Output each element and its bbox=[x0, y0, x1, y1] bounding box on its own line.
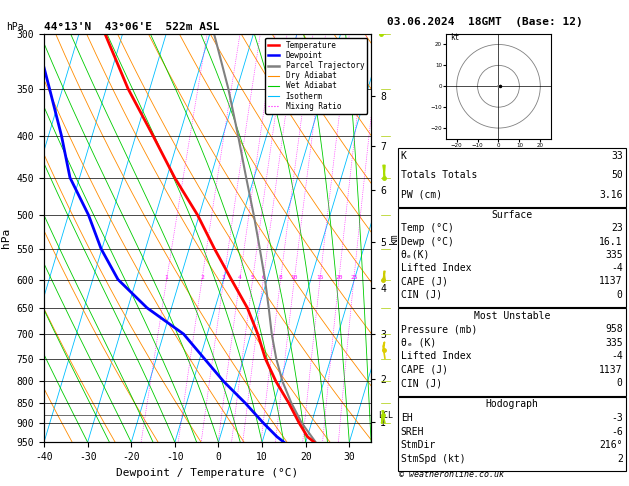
Text: Most Unstable: Most Unstable bbox=[474, 311, 550, 321]
Text: EH: EH bbox=[401, 413, 413, 423]
Legend: Temperature, Dewpoint, Parcel Trajectory, Dry Adiabat, Wet Adiabat, Isotherm, Mi: Temperature, Dewpoint, Parcel Trajectory… bbox=[265, 38, 367, 114]
Text: -4: -4 bbox=[611, 351, 623, 361]
Text: Hodograph: Hodograph bbox=[485, 399, 538, 410]
Text: CAPE (J): CAPE (J) bbox=[401, 277, 448, 286]
Text: 6: 6 bbox=[262, 275, 265, 280]
Text: CAPE (J): CAPE (J) bbox=[401, 364, 448, 375]
Text: CIN (J): CIN (J) bbox=[401, 378, 442, 388]
Text: 25: 25 bbox=[350, 275, 357, 280]
Text: 335: 335 bbox=[605, 338, 623, 347]
Text: Dewp (°C): Dewp (°C) bbox=[401, 237, 454, 246]
Text: -3: -3 bbox=[611, 413, 623, 423]
Text: -4: -4 bbox=[611, 263, 623, 273]
Text: 1137: 1137 bbox=[599, 277, 623, 286]
Text: © weatheronline.co.uk: © weatheronline.co.uk bbox=[399, 469, 504, 479]
Text: θₑ (K): θₑ (K) bbox=[401, 338, 436, 347]
Text: 50: 50 bbox=[611, 170, 623, 180]
X-axis label: Dewpoint / Temperature (°C): Dewpoint / Temperature (°C) bbox=[116, 468, 299, 478]
Text: K: K bbox=[401, 151, 406, 161]
Text: θₑ(K): θₑ(K) bbox=[401, 250, 430, 260]
Text: Lifted Index: Lifted Index bbox=[401, 263, 471, 273]
Text: Temp (°C): Temp (°C) bbox=[401, 223, 454, 233]
Text: CIN (J): CIN (J) bbox=[401, 290, 442, 300]
Text: Pressure (mb): Pressure (mb) bbox=[401, 324, 477, 334]
Text: 20: 20 bbox=[335, 275, 343, 280]
Text: 10: 10 bbox=[291, 275, 298, 280]
Text: kt: kt bbox=[450, 33, 460, 42]
Text: hPa: hPa bbox=[6, 22, 24, 32]
Text: 958: 958 bbox=[605, 324, 623, 334]
Y-axis label: km
ASL: km ASL bbox=[389, 229, 410, 247]
Text: StmSpd (kt): StmSpd (kt) bbox=[401, 453, 465, 464]
Text: Totals Totals: Totals Totals bbox=[401, 170, 477, 180]
Text: LCL: LCL bbox=[377, 411, 392, 419]
Text: 1: 1 bbox=[165, 275, 169, 280]
Text: 0: 0 bbox=[617, 378, 623, 388]
Text: 44°13'N  43°06'E  522m ASL: 44°13'N 43°06'E 522m ASL bbox=[44, 22, 220, 32]
Text: 2: 2 bbox=[200, 275, 204, 280]
Text: -6: -6 bbox=[611, 427, 623, 436]
Text: Surface: Surface bbox=[491, 210, 532, 220]
Text: 1137: 1137 bbox=[599, 364, 623, 375]
Text: 2: 2 bbox=[617, 453, 623, 464]
Text: 335: 335 bbox=[605, 250, 623, 260]
Text: 4: 4 bbox=[238, 275, 242, 280]
Text: StmDir: StmDir bbox=[401, 440, 436, 450]
Text: 5: 5 bbox=[251, 275, 255, 280]
Text: 23: 23 bbox=[611, 223, 623, 233]
Text: 16.1: 16.1 bbox=[599, 237, 623, 246]
Text: 33: 33 bbox=[611, 151, 623, 161]
Text: 216°: 216° bbox=[599, 440, 623, 450]
Text: 15: 15 bbox=[316, 275, 324, 280]
Text: 3: 3 bbox=[222, 275, 226, 280]
Y-axis label: hPa: hPa bbox=[1, 228, 11, 248]
Text: 8: 8 bbox=[279, 275, 282, 280]
Text: 0: 0 bbox=[617, 290, 623, 300]
Text: 3.16: 3.16 bbox=[599, 190, 623, 200]
Text: SREH: SREH bbox=[401, 427, 424, 436]
Text: Lifted Index: Lifted Index bbox=[401, 351, 471, 361]
Text: PW (cm): PW (cm) bbox=[401, 190, 442, 200]
Text: 03.06.2024  18GMT  (Base: 12): 03.06.2024 18GMT (Base: 12) bbox=[387, 17, 582, 27]
